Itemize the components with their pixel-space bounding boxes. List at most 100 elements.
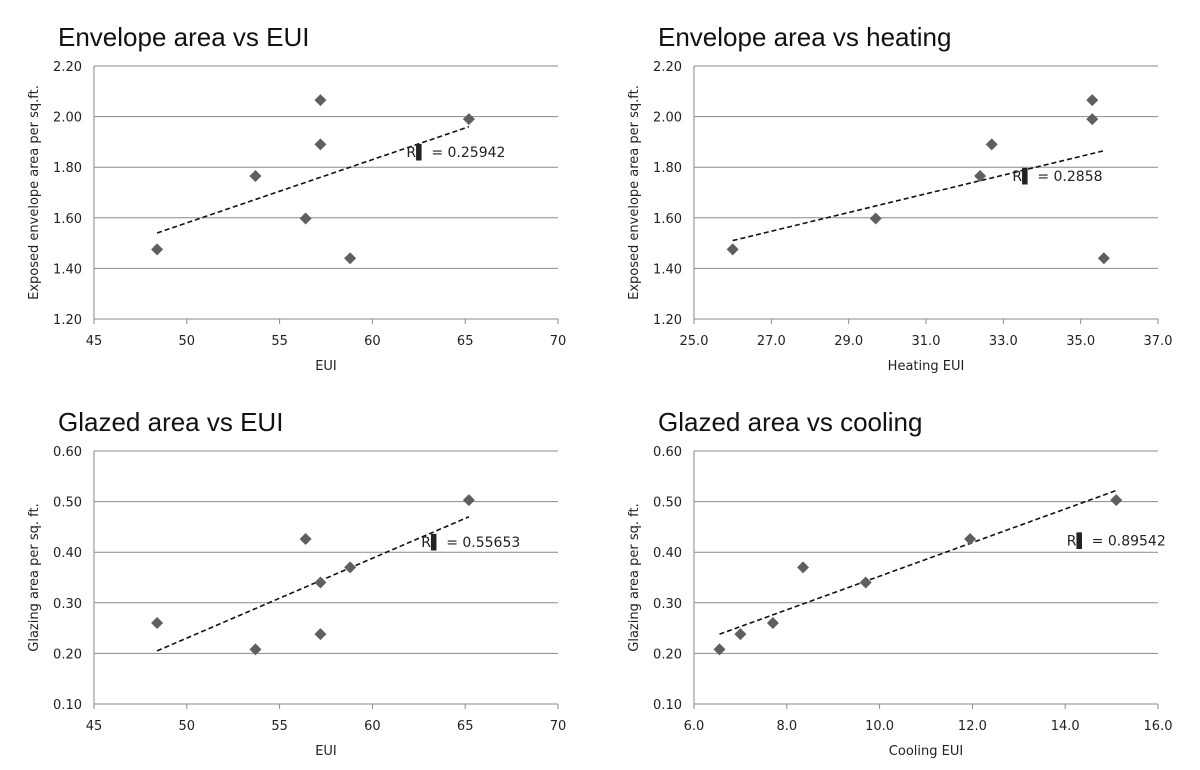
x-tick-label: 14.0 [1051,719,1080,734]
chart-glazed-vs-cooling: Glazed area vs cooling 0.10 0.20 0.30 0.40 0.… [600,385,1200,770]
x-tick-label: 45 [86,334,103,349]
data-point [1097,252,1110,265]
x-tick-label: 50 [179,719,196,734]
y-tick-label: 0.20 [53,647,82,662]
chart-svg-3: Glazed area vs cooling 0.10 0.20 0.30 0.40 0.… [627,407,1173,759]
chart-title: Glazed area vs EUI [58,407,283,437]
data-point [964,533,977,546]
trendline [719,489,1117,635]
data-point [299,533,312,546]
chart-svg-1: Envelope area vs heating 1.20 1.40 1.60 1.80… [627,22,1173,374]
x-tick-label: 35.0 [1066,334,1095,349]
x-tick-label: 8.0 [776,719,797,734]
data-point [1086,113,1099,126]
x-tick-label: 60 [364,719,381,734]
data-point [249,643,262,656]
x-tick-label: 60 [364,334,381,349]
data-point [859,576,872,589]
y-tick-label: 0.40 [653,546,682,561]
x-tick-label: 25.0 [680,334,709,349]
x-axis-label: Heating EUI [888,359,965,374]
data-point [344,561,357,574]
r-squared-label: R▌ = 0.2858 [1012,167,1102,185]
data-point [869,212,882,225]
data-point [1110,494,1123,507]
data-point [151,617,164,630]
y-tick-label: 1.80 [53,161,82,176]
data-point [985,138,998,151]
x-tick-label: 29.0 [834,334,863,349]
data-point [726,243,739,256]
r-squared-label: R▌ = 0.25942 [406,143,505,161]
y-tick-label: 1.20 [53,313,82,328]
x-tick-label: 70 [550,334,567,349]
data-point [151,243,164,256]
y-tick-label: 2.00 [53,111,82,126]
data-point [314,628,327,641]
y-tick-label: 0.40 [53,546,82,561]
x-tick-label: 50 [179,334,196,349]
x-tick-label: 6.0 [684,719,705,734]
data-point [766,617,779,630]
x-tick-label: 31.0 [912,334,941,349]
y-axis-label: Exposed envelope area per sq.ft. [27,85,42,300]
x-tick-label: 37.0 [1144,334,1173,349]
data-point [249,170,262,183]
x-tick-label: 55 [271,719,288,734]
x-tick-label: 16.0 [1144,719,1173,734]
x-tick-label: 65 [457,719,474,734]
y-tick-label: 0.30 [53,597,82,612]
y-tick-label: 0.60 [653,445,682,460]
data-point [299,212,312,225]
x-tick-label: 45 [86,719,103,734]
y-tick-label: 1.40 [53,262,82,277]
y-tick-label: 1.80 [653,161,682,176]
y-axis-label: Glazing area per sq. ft. [27,503,42,651]
x-tick-label: 12.0 [958,719,987,734]
chart-glazed-vs-eui: Glazed area vs EUI 0.10 0.20 0.30 0.40 0.50 0.… [0,385,600,770]
trendline [156,125,470,234]
chart-envelope-vs-eui: Envelope area vs EUI 1.20 1.40 1.60 1.80 2.00… [0,0,600,385]
y-tick-label: 2.20 [653,60,682,75]
y-tick-label: 0.10 [653,698,682,713]
y-tick-label: 1.60 [53,212,82,227]
y-axis-label: Exposed envelope area per sq.ft. [627,85,642,300]
y-tick-label: 2.00 [653,111,682,126]
x-tick-label: 70 [550,719,567,734]
y-tick-label: 0.20 [653,647,682,662]
y-tick-label: 0.50 [53,496,82,511]
chart-svg-0: Envelope area vs EUI 1.20 1.40 1.60 1.80 2.00… [27,22,567,374]
y-tick-label: 2.20 [53,60,82,75]
y-tick-label: 1.20 [653,313,682,328]
chart-title: Envelope area vs heating [658,22,951,52]
data-point [1086,94,1099,107]
data-point [314,576,327,589]
x-axis-label: EUI [315,359,337,374]
chart-envelope-vs-heating: Envelope area vs heating 1.20 1.40 1.60 1.80… [600,0,1200,385]
x-tick-label: 27.0 [757,334,786,349]
data-point [734,628,747,641]
data-point [797,561,810,574]
y-tick-label: 1.40 [653,262,682,277]
x-tick-label: 10.0 [865,719,894,734]
data-point [713,643,726,656]
y-axis-label: Glazing area per sq. ft. [627,503,642,651]
trendline [156,516,470,652]
x-axis-label: Cooling EUI [889,744,963,759]
chart-title: Glazed area vs cooling [658,407,922,437]
y-tick-label: 1.60 [653,212,682,227]
y-tick-label: 0.30 [653,597,682,612]
data-point [462,494,475,507]
r-squared-label: R▌ = 0.55653 [421,533,520,551]
r-squared-label: R▌ = 0.89542 [1067,532,1166,550]
x-tick-label: 55 [271,334,288,349]
data-point [314,138,327,151]
chart-svg-2: Glazed area vs EUI 0.10 0.20 0.30 0.40 0.50 0.… [27,407,567,759]
trendline [732,149,1105,242]
y-tick-label: 0.50 [653,496,682,511]
x-axis-label: EUI [315,744,337,759]
y-tick-label: 0.60 [53,445,82,460]
data-point [344,252,357,265]
chart-title: Envelope area vs EUI [58,22,309,52]
data-point [462,113,475,126]
